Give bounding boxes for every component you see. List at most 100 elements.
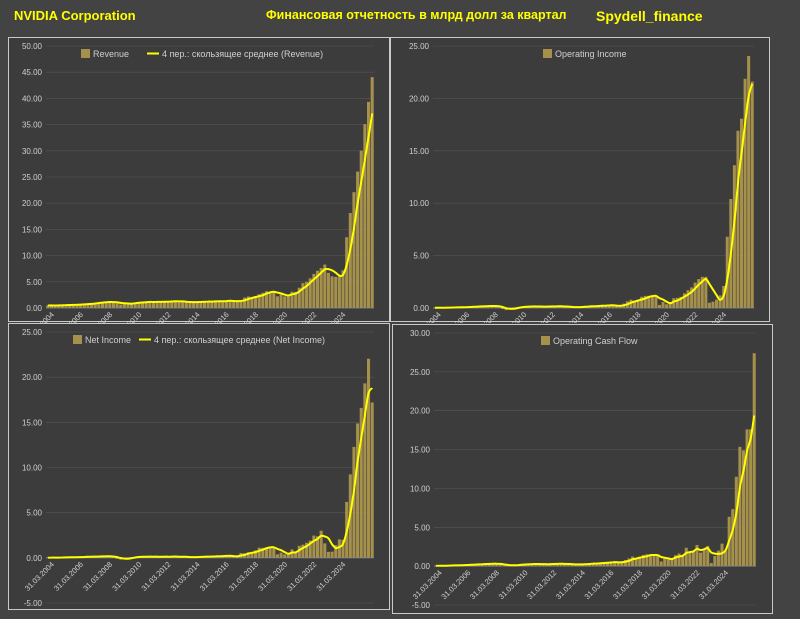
revenue-bar bbox=[363, 124, 367, 309]
operating-cash-flow-bar bbox=[634, 559, 638, 567]
revenue-bar bbox=[177, 301, 181, 308]
operating-cash-flow-legend-label: Operating Cash Flow bbox=[553, 336, 638, 346]
operating-cash-flow-bar bbox=[663, 557, 667, 567]
operating-income-x-tick-label: 31.03.2006 bbox=[438, 310, 471, 323]
revenue-bar bbox=[68, 304, 72, 308]
revenue-bar bbox=[305, 281, 309, 308]
revenue-bar bbox=[141, 301, 145, 308]
net-income-x-tick-label: 31.03.2020 bbox=[256, 560, 289, 593]
operating-cash-flow-bar bbox=[752, 353, 756, 567]
operating-income-bar bbox=[661, 302, 665, 308]
net-income-y-tick-label: 5.00 bbox=[26, 509, 42, 518]
revenue-x-tick-label: 31.03.2016 bbox=[198, 310, 231, 323]
operating-income-bar bbox=[611, 305, 615, 308]
revenue-bar bbox=[257, 294, 261, 308]
operating-income-x-tick-label: 31.03.2024 bbox=[695, 310, 728, 323]
operating-cash-flow-bar bbox=[681, 555, 685, 567]
revenue-bar bbox=[294, 291, 298, 308]
company-title: NVIDIA Corporation bbox=[14, 8, 136, 23]
net-income-bar bbox=[264, 547, 269, 558]
operating-cash-flow-bar bbox=[702, 548, 706, 567]
revenue-bar bbox=[264, 291, 269, 308]
operating-cash-flow-bar bbox=[674, 555, 678, 567]
operating-income-bar bbox=[711, 301, 715, 308]
operating-income-bar bbox=[647, 295, 651, 308]
operating-income-bar bbox=[686, 290, 690, 308]
operating-income-bar bbox=[732, 165, 736, 308]
revenue-bar bbox=[111, 302, 115, 308]
revenue-bar bbox=[290, 291, 294, 308]
revenue-bar bbox=[148, 301, 152, 308]
revenue-bar bbox=[97, 302, 101, 308]
revenue-bar bbox=[319, 267, 323, 308]
operating-income-bar bbox=[550, 306, 554, 308]
chart-net-income-svg: -5.00 0.00 5.00 10.00 15.00 20.00 25.00 31.03.2… bbox=[22, 328, 374, 608]
revenue-bar bbox=[126, 303, 130, 308]
net-income-bar bbox=[319, 530, 323, 558]
operating-income-bar bbox=[650, 295, 654, 308]
net-income-legend-label: 4 пер.: скользящее среднее (Net Income) bbox=[154, 335, 325, 345]
revenue-bar bbox=[312, 273, 316, 308]
net-income-x-tick-label: 31.03.2012 bbox=[140, 560, 173, 593]
revenue-bar bbox=[53, 305, 57, 308]
revenue-legend-bar-swatch bbox=[81, 49, 90, 58]
revenue-bar bbox=[199, 301, 203, 308]
net-income-bar bbox=[352, 446, 356, 558]
operating-cash-flow-bar bbox=[741, 450, 745, 567]
revenue-bar bbox=[239, 300, 243, 308]
chart-panel-revenue: 0.00 5.00 10.00 15.00 20.00 25.00 30.00 35.00 40… bbox=[8, 37, 390, 323]
net-income-bar bbox=[370, 402, 374, 558]
net-income-bar bbox=[224, 556, 228, 558]
operating-cash-flow-legend-bar-swatch bbox=[541, 336, 550, 345]
operating-income-bar bbox=[740, 118, 744, 308]
net-income-x-tick-label: 31.03.2014 bbox=[169, 560, 202, 593]
net-income-y-tick-label: 10.00 bbox=[22, 464, 43, 473]
operating-income-bar bbox=[497, 306, 501, 308]
operating-cash-flow-bar bbox=[538, 564, 542, 567]
revenue-x-tick-label: 31.03.2008 bbox=[81, 310, 114, 323]
revenue-bar bbox=[301, 283, 305, 308]
operating-income-bar bbox=[629, 299, 633, 308]
revenue-bar bbox=[57, 305, 61, 308]
revenue-bar bbox=[268, 291, 272, 308]
operating-cash-flow-bar bbox=[566, 564, 570, 567]
revenue-bar bbox=[254, 296, 258, 308]
operating-income-bar bbox=[608, 305, 612, 308]
revenue-bar bbox=[46, 305, 50, 308]
revenue-x-tick-label: 31.03.2006 bbox=[52, 310, 85, 323]
operating-cash-flow-bar bbox=[731, 509, 735, 567]
revenue-bar bbox=[359, 150, 363, 308]
operating-cash-flow-bar bbox=[716, 550, 720, 567]
operating-cash-flow-bar bbox=[645, 554, 649, 567]
operating-cash-flow-bar bbox=[552, 564, 556, 567]
revenue-y-tick-label: 15.00 bbox=[22, 225, 43, 234]
revenue-bar bbox=[173, 300, 177, 308]
revenue-bar bbox=[341, 270, 345, 308]
operating-income-bar bbox=[736, 130, 740, 308]
net-income-bar bbox=[323, 543, 327, 558]
operating-cash-flow-y-tick-label: 10.00 bbox=[410, 484, 431, 493]
revenue-y-tick-label: 10.00 bbox=[22, 252, 43, 261]
operating-cash-flow-bar bbox=[659, 561, 663, 567]
operating-cash-flow-bar bbox=[695, 545, 699, 567]
operating-cash-flow-bar bbox=[749, 429, 753, 567]
revenue-bar bbox=[79, 304, 83, 308]
operating-cash-flow-bar bbox=[623, 560, 627, 567]
revenue-bar bbox=[217, 300, 221, 308]
operating-cash-flow-bar bbox=[652, 555, 656, 567]
operating-income-bar bbox=[750, 81, 754, 308]
operating-cash-flow-bar bbox=[734, 476, 738, 567]
operating-cash-flow-x-tick-label: 31.03.2020 bbox=[640, 568, 673, 601]
chart-revenue-svg: 0.00 5.00 10.00 15.00 20.00 25.00 30.00 35.00 40… bbox=[22, 42, 374, 323]
operating-income-bar bbox=[704, 276, 708, 308]
net-income-bar bbox=[268, 546, 272, 558]
operating-cash-flow-bar bbox=[627, 558, 631, 567]
operating-cash-flow-bar bbox=[738, 446, 742, 567]
net-income-bar bbox=[341, 539, 345, 558]
revenue-legend-label: Revenue bbox=[93, 49, 129, 59]
net-income-bar bbox=[250, 552, 254, 558]
operating-cash-flow-x-tick-label: 31.03.2004 bbox=[411, 568, 444, 601]
net-income-bar bbox=[312, 535, 316, 558]
revenue-y-tick-label: 25.00 bbox=[22, 173, 43, 182]
operating-income-x-tick-label: 31.03.2014 bbox=[553, 310, 586, 323]
